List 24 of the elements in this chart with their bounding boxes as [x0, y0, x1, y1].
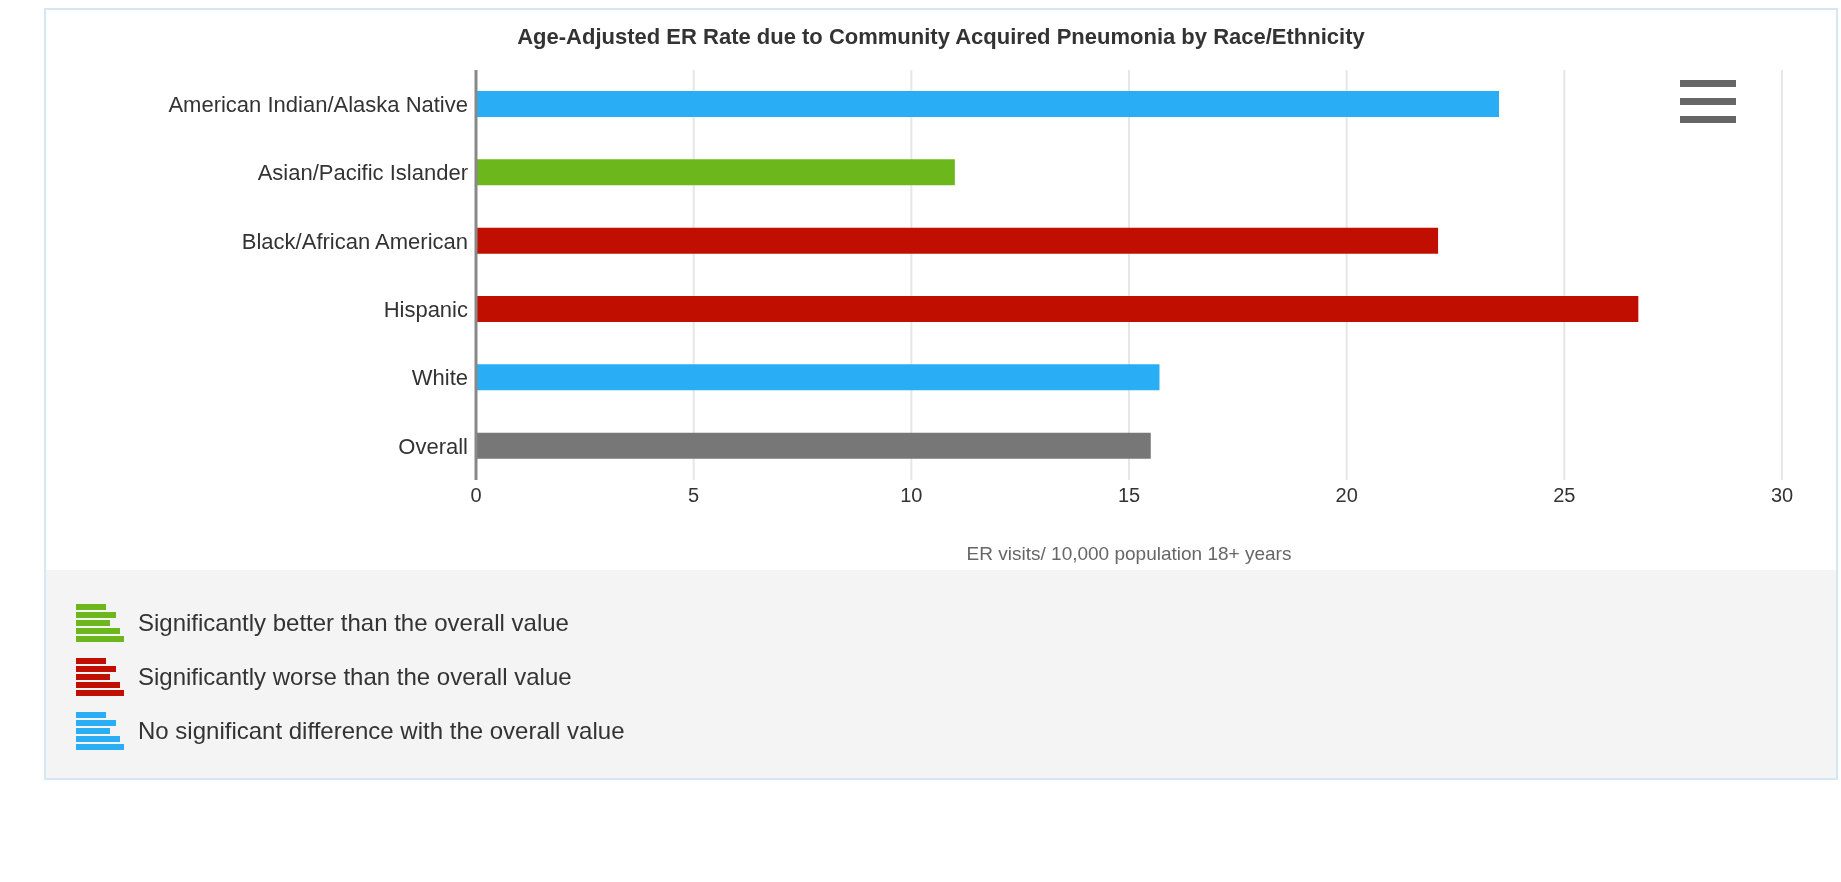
bar	[476, 91, 1500, 117]
x-tick-label: 10	[900, 484, 923, 507]
x-tick-label: 0	[470, 484, 482, 507]
bar	[476, 159, 955, 186]
text: No significant difference with the overall value	[138, 717, 625, 745]
bar	[476, 296, 1639, 322]
y-tick-label: Hispanic	[383, 296, 468, 322]
x-tick-label: 5	[688, 484, 700, 507]
x-tick-label: 25	[1553, 484, 1576, 507]
chart-title: Age-Adjusted ER Rate due to Community Acquired Pneumonia by Race/Ethnicity	[516, 23, 1366, 50]
y-tick-label: American Indian/Alaska Native	[168, 91, 468, 117]
text: Significantly better than the overall value	[138, 609, 569, 637]
y-tick-label: Black/African American	[241, 228, 468, 254]
bar	[476, 432, 1151, 459]
y-tick-label: Overall	[398, 433, 468, 459]
bar	[476, 364, 1160, 391]
x-tick-label: 30	[1770, 484, 1794, 507]
bar	[476, 227, 1439, 254]
x-axis-title: ER visits/ 10,000 population 18+ years	[966, 543, 1292, 564]
x-tick-label: 15	[1117, 484, 1141, 507]
x-tick-label: 20	[1335, 484, 1358, 507]
y-tick-label: White	[411, 365, 468, 391]
text: Significantly worse than the overall value	[138, 663, 572, 691]
y-tick-label: Asian/Pacific Islander	[257, 160, 468, 186]
